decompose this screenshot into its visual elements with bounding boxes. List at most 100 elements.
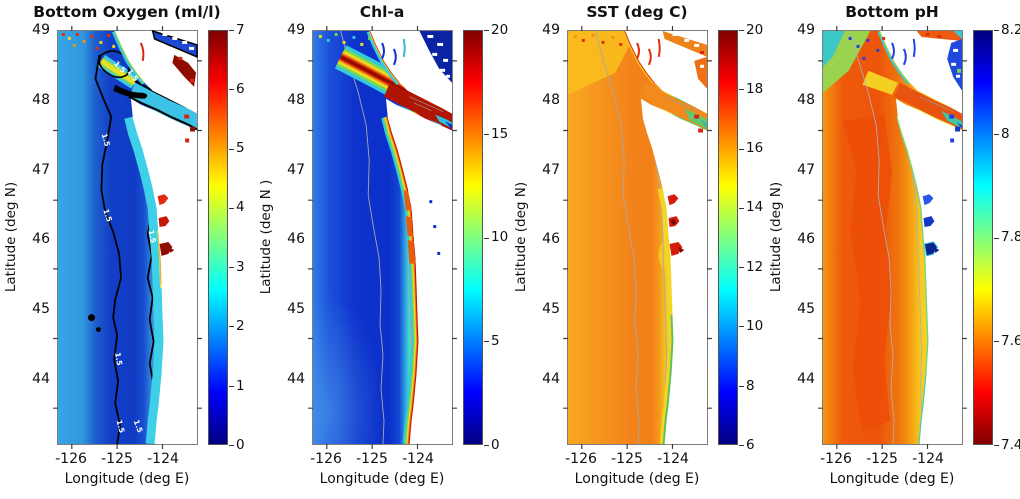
x-tick-label: -125: [611, 451, 643, 467]
panel-bottom-ph: Bottom pH Latitude (deg N) 49 48 47 46 4…: [765, 0, 1020, 499]
colorbar-tick-label: 5: [491, 333, 500, 349]
x-tick-label: -125: [866, 451, 898, 467]
y-tick-label: 47: [542, 162, 560, 178]
y-tick-label: 45: [542, 301, 560, 317]
map-plot: 1.5 1.5 1.5 1.5 1.5 1.5 1.5 1.5: [53, 26, 202, 449]
north-coast-speckles: [61, 32, 116, 50]
strait-bloom-plume: [334, 45, 454, 130]
colorbar-tick-label: 7.6: [1001, 333, 1020, 349]
map-plot: [563, 26, 712, 449]
page-title: Chl-a: [359, 3, 405, 21]
map-sst: [563, 26, 712, 449]
colorbar-tick-label: 20: [491, 22, 509, 38]
colorbar-tick-label: 6: [236, 81, 245, 97]
y-tick-label: 49: [287, 22, 305, 38]
svg-text:1.5: 1.5: [146, 229, 157, 244]
y-tick-label: 49: [542, 22, 560, 38]
y-tick-label: 47: [32, 162, 50, 178]
x-tick-label: -125: [356, 451, 388, 467]
colorbar-tick-label: 5: [236, 140, 245, 156]
colorbar-tick-label: 18: [746, 81, 764, 97]
x-axis-label: Longitude (deg E): [319, 471, 445, 487]
estuary-patches: [667, 114, 704, 256]
panel-sst: SST (deg C) Latitude (deg N) 49 48 47 46…: [510, 0, 765, 499]
x-tick-label: -126: [310, 451, 342, 467]
panel-chl-a: Chl-a Latitude (deg N ) 49 48 47 46 45 4…: [255, 0, 510, 499]
colorbar-chl: [463, 30, 483, 445]
colorbar-tick-label: 8.2: [1001, 22, 1020, 38]
x-axis-label: Longitude (deg E): [574, 471, 700, 487]
axis-tick-marks: [53, 26, 202, 449]
x-tick-label: -124: [147, 451, 179, 467]
colorbar-tick-label: 8: [746, 378, 755, 394]
inland-waters: [891, 31, 962, 112]
x-axis-label: Longitude (deg E): [829, 471, 955, 487]
inland-waters: [636, 31, 707, 112]
x-tick-label: -124: [912, 451, 944, 467]
colorbar-tick-label: 7.8: [1001, 229, 1020, 245]
y-tick-label: 46: [287, 231, 305, 247]
map-bottom-ph: [818, 26, 967, 449]
y-tick-label: 45: [797, 301, 815, 317]
north-coast-speckles: [318, 32, 372, 46]
colorbar-tick-label: 14: [746, 199, 764, 215]
map-bottom-oxygen: 1.5 1.5 1.5 1.5 1.5 1.5 1.5 1.5: [53, 26, 202, 449]
y-tick-label: 45: [32, 301, 50, 317]
colorbar-tick-label: 4: [236, 199, 245, 215]
x-tick-label: -124: [402, 451, 434, 467]
colorbar-tick-label: 12: [746, 259, 764, 275]
colorbar-tick-label: 1: [236, 378, 245, 394]
y-tick-label: 44: [287, 371, 305, 387]
colorbar-tick-label: 7: [236, 22, 245, 38]
svg-text:1.5: 1.5: [132, 418, 145, 433]
axis-tick-marks: [818, 26, 967, 449]
y-tick-label: 48: [32, 92, 50, 108]
north-coast-speckles: [573, 33, 623, 46]
svg-text:1.5: 1.5: [100, 132, 112, 147]
colorbar-tick-label: 8: [1001, 126, 1010, 142]
svg-text:1.5: 1.5: [113, 352, 124, 367]
colorbar-tick-label: 15: [491, 126, 509, 142]
y-tick-label: 48: [542, 92, 560, 108]
coastline-land: [880, 31, 962, 444]
y-tick-label: 44: [797, 371, 815, 387]
y-tick-label: 46: [542, 231, 560, 247]
axis-tick-marks: [308, 26, 457, 449]
y-tick-label: 48: [287, 92, 305, 108]
colorbar-tick-label: 6: [746, 437, 755, 453]
y-tick-label: 49: [32, 22, 50, 38]
colorbar-tick-label: 20: [746, 22, 764, 38]
coastline-land: [115, 31, 197, 444]
colorbar-tick-label: 3: [236, 259, 245, 275]
colorbar-tick-label: 0: [236, 437, 245, 453]
colorbar-ph: [973, 30, 993, 445]
page-title: SST (deg C): [586, 3, 688, 21]
map-plot: [308, 26, 457, 449]
y-tick-label: 44: [542, 371, 560, 387]
x-tick-label: -124: [657, 451, 689, 467]
colorbar-sst: [718, 30, 738, 445]
x-tick-label: -126: [565, 451, 597, 467]
y-tick-label: 46: [797, 231, 815, 247]
page-title: Bottom pH: [845, 3, 939, 21]
colorbar-tick-label: 16: [746, 140, 764, 156]
colorbar-tick-label: 7.4: [1001, 437, 1020, 453]
colorbar-tick-label: 10: [491, 229, 509, 245]
colorbar-oxygen: [208, 30, 228, 445]
panel-bottom-oxygen: Bottom Oxygen (ml/l) Latitude (deg N) 49…: [0, 0, 255, 499]
axis-tick-marks: [563, 26, 712, 449]
y-tick-label: 49: [797, 22, 815, 38]
x-tick-label: -126: [820, 451, 852, 467]
x-tick-label: -126: [55, 451, 87, 467]
map-chl-a: [308, 26, 457, 449]
y-tick-label: 47: [797, 162, 815, 178]
y-tick-label: 47: [287, 162, 305, 178]
colorbar-tick-label: 0: [491, 437, 500, 453]
colorbar-tick-label: 2: [236, 318, 245, 334]
inland-waters: [381, 31, 452, 255]
y-tick-label: 44: [32, 371, 50, 387]
svg-text:1.5: 1.5: [115, 419, 127, 434]
y-tick-label: 46: [32, 231, 50, 247]
inland-waters: [139, 29, 198, 87]
